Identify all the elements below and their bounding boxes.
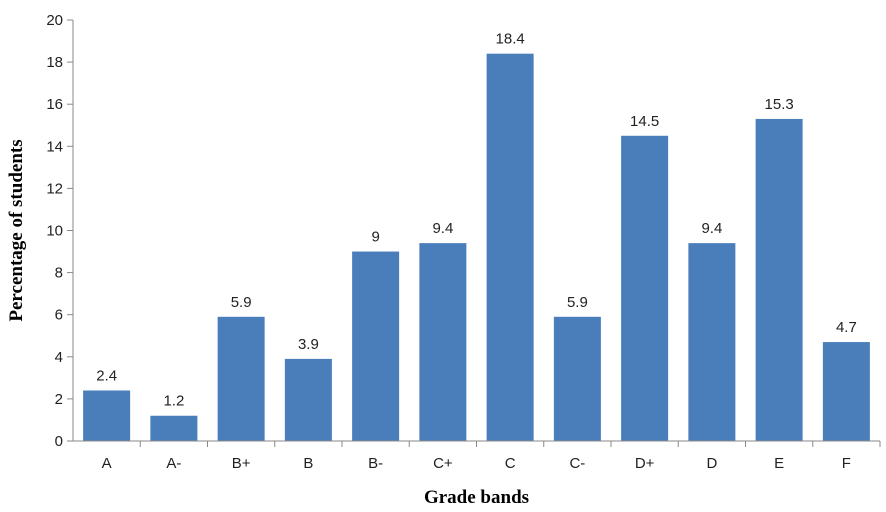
x-tick-label: C+ — [433, 455, 453, 472]
x-axis-title: Grade bands — [424, 487, 529, 508]
y-tick-label: 6 — [55, 307, 63, 324]
x-tick-label: A- — [166, 455, 181, 472]
bar — [621, 135, 669, 441]
bar — [419, 243, 467, 441]
x-tick-label: B — [303, 455, 313, 472]
bar — [755, 118, 803, 441]
y-tick-label: 18 — [46, 54, 63, 71]
bar — [352, 251, 400, 441]
x-axis-ticks: A A- B+ B B- C+ C C- D+ D E F — [102, 441, 881, 472]
data-label: 1.2 — [163, 393, 184, 410]
bar — [217, 316, 265, 441]
x-tick-label: B- — [368, 455, 383, 472]
y-axis-title: Percentage of students — [6, 139, 27, 321]
bars — [83, 53, 870, 442]
x-tick-label: E — [774, 455, 784, 472]
data-label: 3.9 — [298, 336, 319, 353]
data-label: 15.3 — [765, 96, 794, 113]
bar — [822, 342, 870, 441]
data-label: 9.4 — [432, 220, 453, 237]
x-tick-label: C — [505, 455, 516, 472]
data-label: 9.4 — [701, 220, 722, 237]
x-tick-label: A — [102, 455, 112, 472]
y-tick-label: 0 — [55, 433, 63, 450]
data-label: 4.7 — [836, 319, 857, 336]
x-tick-label: D — [706, 455, 717, 472]
y-tick-label: 20 — [46, 12, 63, 29]
y-tick-label: 8 — [55, 265, 63, 282]
y-axis-ticks: 0 2 4 6 8 10 12 14 16 18 20 — [46, 12, 73, 450]
bar — [486, 53, 534, 442]
bar — [688, 243, 736, 441]
y-tick-label: 16 — [46, 96, 63, 113]
data-label: 14.5 — [630, 113, 659, 130]
bar — [284, 358, 332, 441]
data-label: 5.9 — [567, 294, 588, 311]
data-label: 9 — [371, 229, 379, 246]
y-tick-label: 12 — [46, 180, 63, 197]
bar — [553, 316, 601, 441]
y-tick-label: 4 — [55, 349, 63, 366]
data-label: 5.9 — [231, 294, 252, 311]
data-label: 2.4 — [96, 367, 117, 384]
bar — [83, 390, 131, 441]
x-tick-label: D+ — [635, 455, 655, 472]
data-label: 18.4 — [496, 31, 525, 48]
y-tick-label: 2 — [55, 391, 63, 408]
data-labels: 2.4 1.2 5.9 3.9 9 9.4 18.4 5.9 14.5 9.4 15.3 4.7 — [96, 31, 857, 410]
y-tick-label: 14 — [46, 138, 63, 155]
x-tick-label: F — [842, 455, 851, 472]
y-tick-label: 10 — [46, 223, 63, 240]
bar — [150, 415, 198, 441]
x-tick-label: B+ — [232, 455, 251, 472]
x-tick-label: C- — [569, 455, 585, 472]
